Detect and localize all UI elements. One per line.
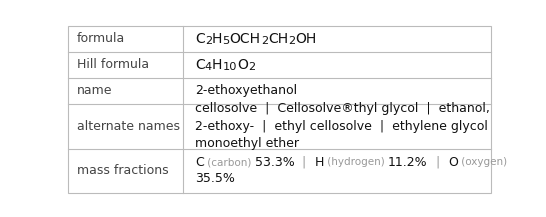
- Text: formula: formula: [76, 33, 125, 46]
- Text: 2: 2: [260, 36, 268, 46]
- Text: 2: 2: [248, 62, 255, 72]
- Text: 4: 4: [205, 62, 212, 72]
- Text: H: H: [314, 156, 324, 169]
- Text: CH: CH: [268, 32, 288, 46]
- Text: |: |: [294, 156, 314, 169]
- Text: name: name: [76, 84, 112, 97]
- Text: OH: OH: [295, 32, 316, 46]
- Text: C: C: [195, 32, 205, 46]
- Text: 2-ethoxyethanol: 2-ethoxyethanol: [195, 84, 298, 97]
- Text: 11.2%: 11.2%: [388, 156, 428, 169]
- Text: 53.3%: 53.3%: [254, 156, 294, 169]
- Text: 5: 5: [222, 36, 230, 46]
- Text: cellosolve  |  Cellosolve®thyl glycol  |  ethanol,
2-ethoxy-  |  ethyl cellosolv: cellosolve | Cellosolve®thyl glycol | et…: [195, 102, 490, 150]
- Text: C: C: [195, 156, 204, 169]
- Text: H: H: [212, 58, 222, 72]
- Text: (carbon): (carbon): [204, 157, 254, 167]
- Text: O: O: [448, 156, 458, 169]
- Text: alternate names: alternate names: [76, 120, 180, 133]
- Text: (oxygen): (oxygen): [458, 157, 507, 167]
- Text: 2: 2: [205, 36, 212, 46]
- Text: 10: 10: [222, 62, 237, 72]
- Text: 35.5%: 35.5%: [195, 173, 235, 186]
- Text: 2: 2: [288, 36, 295, 46]
- Text: Hill formula: Hill formula: [76, 58, 149, 71]
- Text: C: C: [195, 58, 205, 72]
- Text: mass fractions: mass fractions: [76, 164, 168, 178]
- Text: O: O: [237, 58, 248, 72]
- Text: H: H: [212, 32, 222, 46]
- Text: OCH: OCH: [230, 32, 260, 46]
- Text: (hydrogen): (hydrogen): [324, 157, 388, 167]
- Text: |: |: [428, 156, 448, 169]
